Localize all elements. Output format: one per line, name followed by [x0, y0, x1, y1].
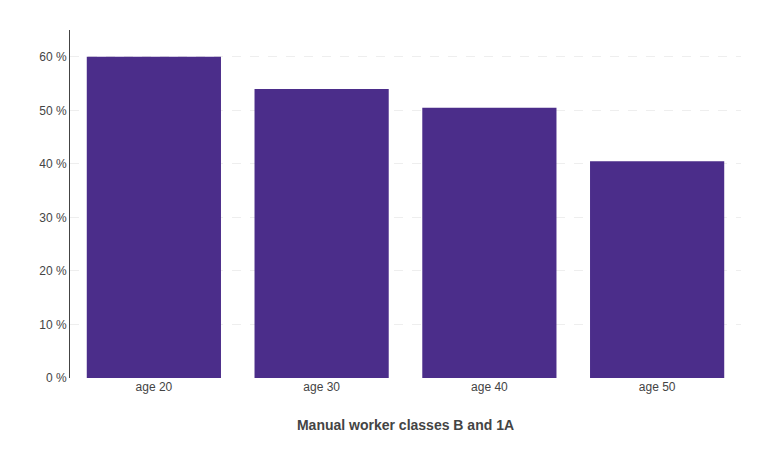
svg-text:30 %: 30 % [39, 211, 67, 225]
svg-text:10 %: 10 % [39, 318, 67, 332]
svg-text:20 %: 20 % [39, 264, 67, 278]
svg-text:age 40: age 40 [471, 380, 508, 394]
svg-text:50 %: 50 % [39, 104, 67, 118]
svg-text:age 50: age 50 [639, 380, 676, 394]
svg-text:60 %: 60 % [39, 50, 67, 64]
svg-text:age 20: age 20 [136, 380, 173, 394]
svg-text:40 %: 40 % [39, 157, 67, 171]
svg-text:Manual worker classes B and 1A: Manual worker classes B and 1A [297, 417, 514, 433]
svg-text:age 30: age 30 [303, 380, 340, 394]
svg-text:0 %: 0 % [46, 371, 67, 385]
